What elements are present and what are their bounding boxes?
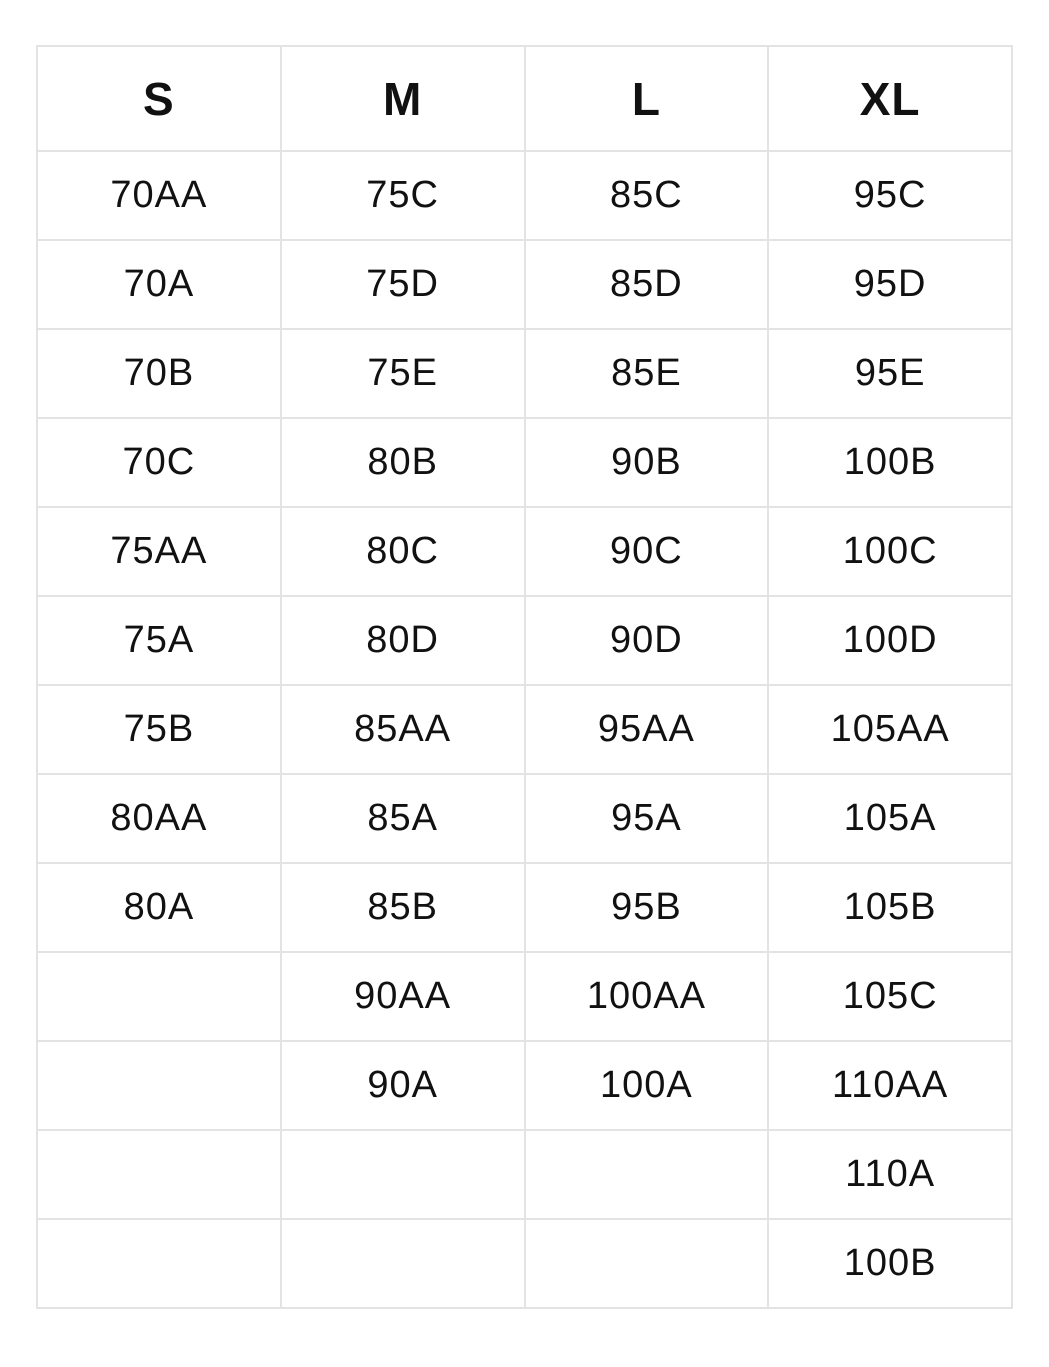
table-row: 70C 80B 90B 100B: [36, 417, 1013, 508]
table-cell: 80A: [36, 862, 282, 953]
table-cell: 75A: [36, 595, 282, 686]
table-cell: 100D: [767, 595, 1013, 686]
table-cell: 110AA: [767, 1040, 1013, 1131]
table-cell: 105B: [767, 862, 1013, 953]
table-cell: 85E: [523, 328, 770, 419]
table-cell: 90AA: [279, 951, 526, 1042]
table-cell: 100A: [523, 1040, 770, 1131]
table-cell: 95A: [523, 773, 770, 864]
table-cell: 85C: [523, 150, 770, 241]
table-cell: [279, 1129, 526, 1220]
table-cell: 80B: [279, 417, 526, 508]
table-cell: 80D: [279, 595, 526, 686]
table-cell: 80C: [279, 506, 526, 597]
table-cell: 85AA: [279, 684, 526, 775]
table-cell: 95B: [523, 862, 770, 953]
table-row: 75B 85AA 95AA 105AA: [36, 684, 1013, 775]
table-cell: 85A: [279, 773, 526, 864]
table-cell: [36, 1040, 282, 1131]
table-cell: 70AA: [36, 150, 282, 241]
table-cell: [36, 951, 282, 1042]
table-cell: 70C: [36, 417, 282, 508]
table-cell: [523, 1129, 770, 1220]
size-chart-table: S M L XL 70AA 75C 85C 95C 70A 75D 85D 95…: [36, 45, 1013, 1309]
table-cell: 85D: [523, 239, 770, 330]
table-cell: 105A: [767, 773, 1013, 864]
table-row: 70A 75D 85D 95D: [36, 239, 1013, 330]
table-cell: 75AA: [36, 506, 282, 597]
table-cell: 100AA: [523, 951, 770, 1042]
table-cell: 75C: [279, 150, 526, 241]
table-cell: 75D: [279, 239, 526, 330]
table-cell: 100B: [767, 1218, 1013, 1309]
size-chart-header: S M L XL: [36, 45, 1013, 152]
table-cell: 75E: [279, 328, 526, 419]
table-cell: 90A: [279, 1040, 526, 1131]
table-row: 80AA 85A 95A 105A: [36, 773, 1013, 864]
column-header-m: M: [279, 45, 526, 152]
header-row: S M L XL: [36, 45, 1013, 152]
table-row: 80A 85B 95B 105B: [36, 862, 1013, 953]
table-cell: 70B: [36, 328, 282, 419]
table-row: 70AA 75C 85C 95C: [36, 150, 1013, 241]
table-cell: 95E: [767, 328, 1013, 419]
table-row: 90AA 100AA 105C: [36, 951, 1013, 1042]
size-chart-body: 70AA 75C 85C 95C 70A 75D 85D 95D 70B 75E…: [36, 150, 1013, 1309]
table-row: 70B 75E 85E 95E: [36, 328, 1013, 419]
table-row: 75A 80D 90D 100D: [36, 595, 1013, 686]
table-row: 75AA 80C 90C 100C: [36, 506, 1013, 597]
table-cell: [36, 1129, 282, 1220]
table-cell: 95D: [767, 239, 1013, 330]
table-cell: [523, 1218, 770, 1309]
table-cell: 90D: [523, 595, 770, 686]
column-header-xl: XL: [767, 45, 1013, 152]
table-cell: 100B: [767, 417, 1013, 508]
table-cell: 95C: [767, 150, 1013, 241]
table-row: 100B: [36, 1218, 1013, 1309]
table-cell: 105AA: [767, 684, 1013, 775]
table-cell: 90B: [523, 417, 770, 508]
table-cell: 110A: [767, 1129, 1013, 1220]
table-row: 110A: [36, 1129, 1013, 1220]
table-cell: [279, 1218, 526, 1309]
table-cell: 105C: [767, 951, 1013, 1042]
table-cell: 85B: [279, 862, 526, 953]
table-cell: 100C: [767, 506, 1013, 597]
table-cell: 90C: [523, 506, 770, 597]
table-cell: 95AA: [523, 684, 770, 775]
table-cell: 70A: [36, 239, 282, 330]
column-header-s: S: [36, 45, 282, 152]
table-cell: [36, 1218, 282, 1309]
table-cell: 75B: [36, 684, 282, 775]
table-cell: 80AA: [36, 773, 282, 864]
column-header-l: L: [523, 45, 770, 152]
table-row: 90A 100A 110AA: [36, 1040, 1013, 1131]
